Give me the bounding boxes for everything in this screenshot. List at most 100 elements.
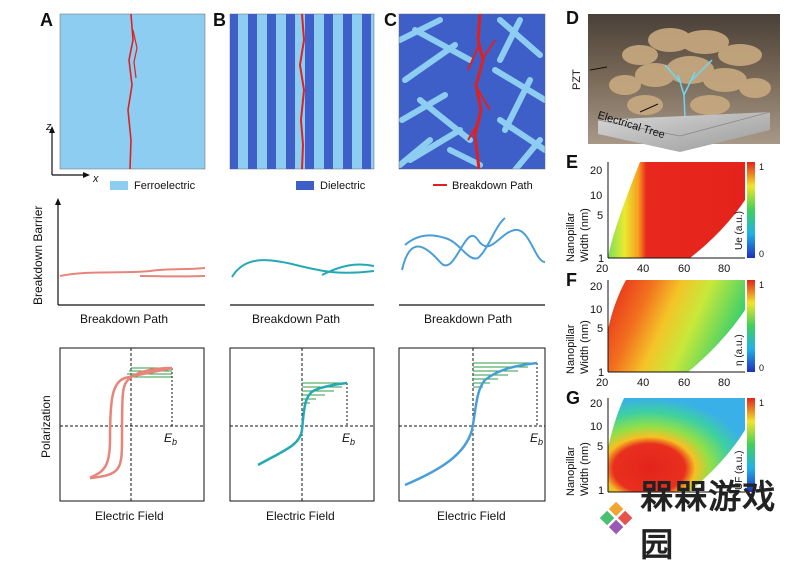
breakdown-path-c bbox=[473, 14, 485, 169]
legend-dielectric: Dielectric bbox=[320, 180, 366, 192]
heatmap-e-field bbox=[608, 162, 745, 258]
barrier-xlabel-c: Breakdown Path bbox=[424, 312, 512, 326]
pe-loop-a-lower bbox=[89, 366, 173, 480]
pe-xlabel-a: Electric Field bbox=[95, 509, 164, 523]
panel-letter-c: C bbox=[384, 10, 397, 30]
pe-panel-b: Eb bbox=[229, 347, 375, 502]
pe-loop-b bbox=[257, 381, 348, 467]
barrier-curve-c bbox=[401, 217, 546, 271]
cbar-g-label: UF (a.u.) bbox=[734, 451, 745, 490]
heatmap-g-field bbox=[608, 398, 745, 492]
e-ytick-1: 1 bbox=[598, 253, 604, 265]
pe-xlabel-b: Electric Field bbox=[266, 509, 335, 523]
heatmap-f: 1 0 η (a.u.) Nanopillar Width (nm) 20 10… bbox=[565, 280, 764, 389]
g-ytick-5: 5 bbox=[597, 441, 603, 453]
panel-c-microstructure bbox=[399, 14, 545, 169]
breakdown-branches-c bbox=[467, 39, 496, 141]
pzt-crystal-fan bbox=[609, 28, 771, 115]
g-ytick-10: 10 bbox=[590, 421, 602, 433]
e-ytick-20: 20 bbox=[590, 165, 602, 177]
axis-x-label: x bbox=[92, 173, 99, 185]
heatmap-g-ylabel-2: Width (nm) bbox=[579, 442, 591, 496]
cbar-e-min: 0 bbox=[759, 249, 764, 259]
pe-panel-a: Eb bbox=[59, 347, 205, 502]
cbar-f-max: 1 bbox=[759, 280, 764, 290]
e-xtick-40: 40 bbox=[637, 263, 649, 275]
heatmap-e-ylabel-1: Nanopillar bbox=[565, 212, 577, 262]
panel-letter-g: G bbox=[566, 388, 580, 408]
pe-xlabel-c: Electric Field bbox=[437, 509, 506, 523]
g-ytick-20: 20 bbox=[590, 398, 602, 410]
legend-swatch-dielectric bbox=[296, 181, 314, 190]
watermark-text: 槑槑游戏园 bbox=[640, 477, 777, 564]
heatmap-f-ylabel-2: Width (nm) bbox=[579, 320, 591, 374]
f-ytick-20: 20 bbox=[590, 281, 602, 293]
pe-panel-c: Eb bbox=[398, 347, 546, 502]
panel-letter-d: D bbox=[566, 8, 579, 28]
f-ytick-10: 10 bbox=[590, 304, 602, 316]
heatmap-f-ylabel-1: Nanopillar bbox=[565, 324, 577, 374]
panel-a-microstructure bbox=[59, 13, 206, 170]
panel-letter-f: F bbox=[566, 270, 577, 290]
panel-letter-b: B bbox=[213, 10, 226, 30]
cbar-e-label: Ue (a.u.) bbox=[734, 211, 745, 250]
barrier-curve-a bbox=[59, 267, 206, 278]
cbar-g-min: 0 bbox=[759, 483, 764, 493]
watermark: 槑槑游戏园 bbox=[598, 477, 794, 564]
breakdown-path-a bbox=[127, 13, 134, 170]
e-xtick-20: 20 bbox=[596, 263, 608, 275]
breakdown-branch-a bbox=[132, 29, 138, 79]
heatmap-g-ylabel-1: Nanopillar bbox=[565, 446, 577, 496]
f-ytick-1: 1 bbox=[598, 367, 604, 379]
barrier-xlabel-a: Breakdown Path bbox=[80, 312, 168, 326]
heatmap-f-field bbox=[608, 280, 745, 372]
e-ytick-10: 10 bbox=[590, 190, 602, 202]
heatmap-g: 1 0 UF (a.u.) Nanopillar Width (nm) 20 1… bbox=[565, 398, 764, 497]
e-xtick-60: 60 bbox=[678, 263, 690, 275]
e-ytick-5: 5 bbox=[597, 210, 603, 222]
f-xtick-80: 80 bbox=[718, 377, 730, 389]
electrode-base bbox=[598, 112, 770, 152]
cbar-e-max: 1 bbox=[759, 162, 764, 172]
cbar-g-max: 1 bbox=[759, 398, 764, 408]
legend-swatch-ferroelectric bbox=[110, 181, 128, 190]
eb-label-a: Eb bbox=[164, 431, 177, 447]
pe-loop-a-upper bbox=[89, 366, 173, 480]
barrier-curve-b bbox=[231, 259, 375, 278]
colorbar-f bbox=[747, 280, 755, 372]
breakdown-path-b bbox=[298, 13, 306, 170]
f-ytick-5: 5 bbox=[597, 323, 603, 335]
f-xtick-20: 20 bbox=[596, 377, 608, 389]
panel-letter-e: E bbox=[566, 152, 578, 172]
pe-ylabel: Polarization bbox=[39, 395, 53, 458]
g-ytick-1: 1 bbox=[598, 485, 604, 497]
label-pzt: PZT bbox=[571, 69, 583, 90]
pe-loop-c bbox=[404, 361, 538, 487]
dielectric-stripes bbox=[230, 14, 371, 169]
legend-ferroelectric: Ferroelectric bbox=[134, 180, 196, 192]
watermark-logo-icon bbox=[599, 501, 633, 535]
axis-indicator: z x bbox=[45, 121, 99, 185]
panel-b-microstructure bbox=[229, 13, 375, 170]
colorbar-g bbox=[747, 398, 755, 492]
colorbar-e bbox=[747, 162, 755, 258]
figure: A z x Ferroelectric B Dielectric C bbox=[31, 8, 780, 523]
electrical-tree-shape bbox=[664, 59, 713, 119]
barrier-axes bbox=[55, 198, 545, 306]
axis-z-label: z bbox=[45, 121, 52, 133]
barrier-xlabel-b: Breakdown Path bbox=[252, 312, 340, 326]
heatmap-e-ylabel-2: Width (nm) bbox=[579, 208, 591, 262]
panel-d-render: PZT Electrical Tree bbox=[571, 14, 780, 152]
eb-label-c: Eb bbox=[530, 431, 543, 447]
heatmap-e: 1 0 Ue (a.u.) Nanopillar Width (nm) 20 1… bbox=[565, 162, 764, 275]
cbar-f-min: 0 bbox=[759, 363, 764, 373]
panel-letter-a: A bbox=[40, 10, 53, 30]
f-xtick-60: 60 bbox=[678, 377, 690, 389]
barrier-ylabel: Breakdown Barrier bbox=[31, 206, 45, 305]
eb-label-b: Eb bbox=[342, 431, 355, 447]
ferroelectric-grains bbox=[399, 17, 545, 169]
legend-breakdown-path: Breakdown Path bbox=[452, 180, 533, 192]
e-xtick-80: 80 bbox=[718, 263, 730, 275]
f-xtick-40: 40 bbox=[637, 377, 649, 389]
cbar-f-label: η (a.u.) bbox=[734, 334, 745, 366]
